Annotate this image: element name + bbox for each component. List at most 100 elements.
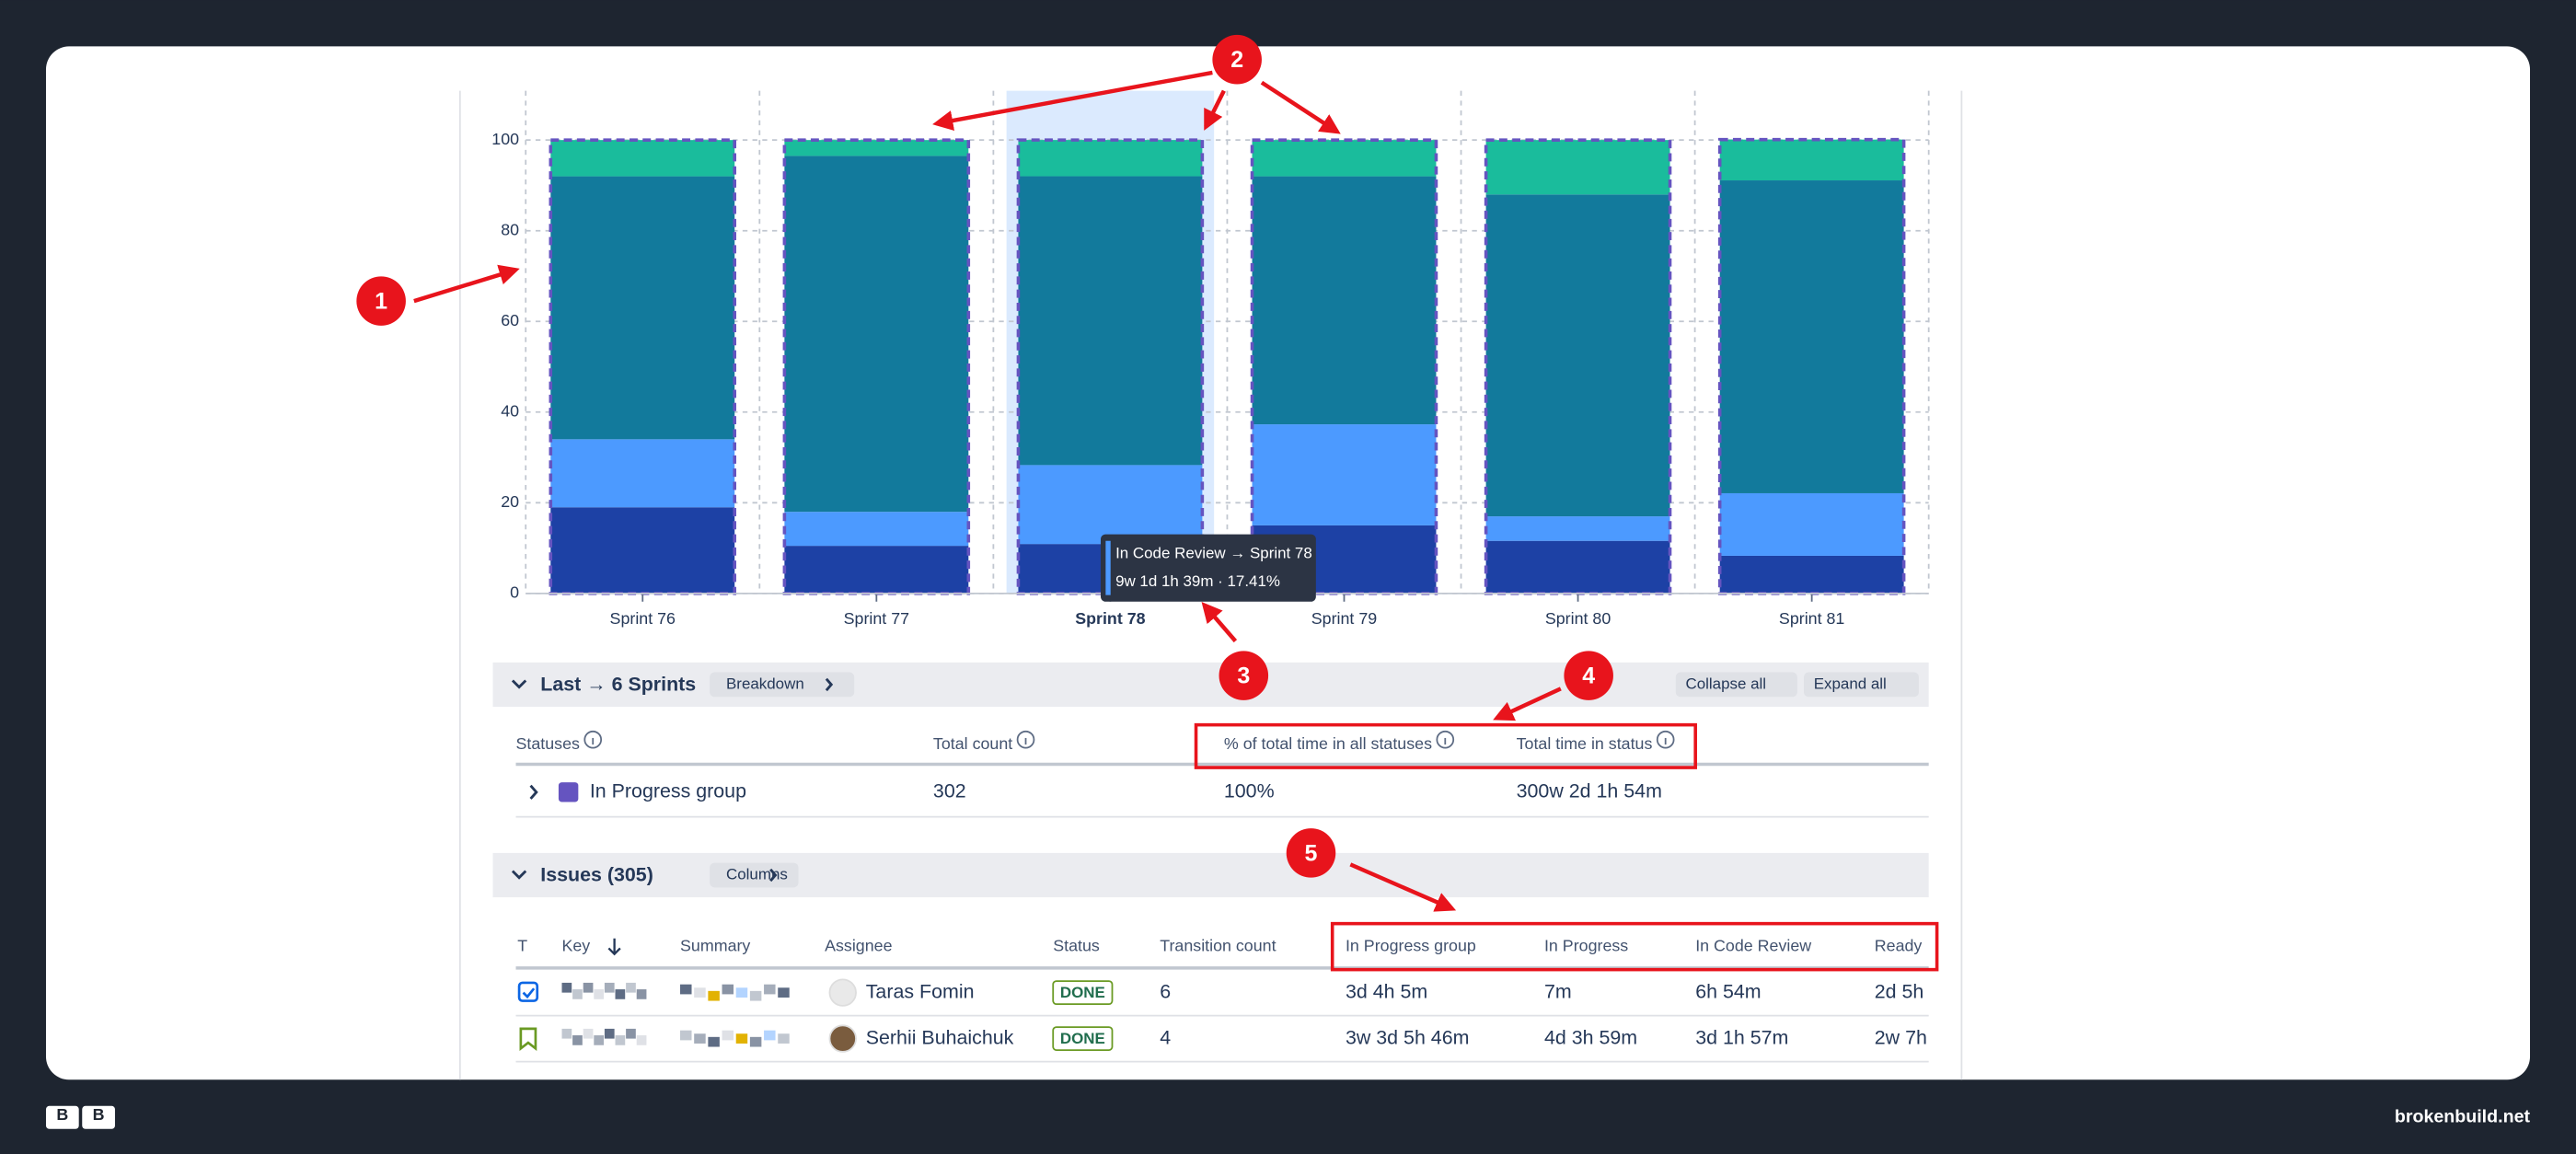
bar-segment (1485, 540, 1670, 594)
y-tick-label: 0 (510, 583, 519, 602)
blurred-key (583, 982, 594, 993)
annotation-marker (1564, 651, 1613, 700)
x-tick-label: Sprint 79 (1311, 609, 1377, 628)
annotation-marker (1286, 828, 1336, 878)
avatar (828, 978, 857, 1007)
bar-segment (784, 512, 969, 547)
button[interactable] (1804, 672, 1919, 698)
tooltip-value: 9w 1d 1h 39m · 17.41% (1115, 572, 1280, 590)
status-label: DONE (1060, 1030, 1105, 1047)
arrow (932, 70, 1213, 132)
blurred-summary (764, 984, 776, 995)
cell: 302 (933, 780, 966, 802)
button-label: Breakdown (726, 675, 804, 692)
annotation-marker (1212, 34, 1262, 85)
tooltip (1101, 534, 1316, 602)
blurred-key (636, 1035, 647, 1045)
logo-box (45, 1105, 79, 1129)
assignee: Serhii Buhaichuk (866, 1026, 1014, 1048)
column-header: Total time in status (1517, 734, 1653, 753)
cell: 2d 5h (1875, 980, 1924, 1002)
type-icon (519, 1027, 537, 1052)
logo-letter: B (93, 1105, 105, 1124)
blurred-summary (749, 1036, 762, 1047)
type-icon (522, 987, 536, 999)
bar-segment (1485, 140, 1670, 195)
info-icon (1656, 730, 1675, 749)
bar-segment (1018, 465, 1203, 545)
tables: Last → 6 Sprints Breakdown Collapse all Exp… (492, 662, 1929, 1063)
blurred-summary (722, 984, 734, 995)
assignee: Taras Fomin (866, 980, 975, 1002)
column-header: Summary (680, 936, 750, 954)
section-header (492, 852, 1929, 898)
blurred-key (583, 1028, 594, 1039)
chevron[interactable] (511, 870, 527, 880)
blurred-key (594, 1035, 605, 1045)
cell: 3w 3d 5h 46m (1346, 1026, 1469, 1048)
status-lozenge (1052, 1026, 1114, 1051)
bar-segment (1018, 140, 1203, 177)
button[interactable] (710, 672, 855, 698)
cell: 6h 54m (1695, 980, 1761, 1002)
bar-segment (550, 140, 735, 177)
button[interactable] (1675, 672, 1797, 698)
blurred-key (572, 989, 583, 999)
x-tick-label: Sprint 80 (1545, 609, 1611, 628)
button[interactable] (710, 862, 799, 888)
info-icon (1436, 730, 1455, 749)
expand-chevron[interactable] (529, 784, 538, 800)
blurred-summary (778, 987, 790, 998)
x-tick-label: Sprint 78 (1075, 609, 1145, 628)
site-name: brokenbuild.net (2395, 1106, 2531, 1126)
column-header: Ready (1875, 936, 1923, 954)
annotation-number: 3 (1237, 663, 1250, 688)
bar-segment (550, 439, 735, 508)
blurred-key (615, 1035, 626, 1045)
button-label: Collapse all (1685, 675, 1766, 692)
annotation-marker (356, 276, 406, 326)
blurred-key (626, 1028, 636, 1039)
issues-table: T Key Summary Assignee Status Transition coun… (515, 936, 1929, 1063)
cell: 2w 7h (1875, 1026, 1927, 1048)
highlight-box (1194, 722, 1697, 769)
cell: 300w 2d 1h 54m (1517, 780, 1662, 802)
column-header: Assignee (825, 936, 892, 954)
blurred-summary (778, 1033, 790, 1044)
section-title: Last → 6 Sprints (540, 673, 696, 695)
annotation-number: 1 (375, 288, 387, 314)
bar-segment (784, 140, 969, 156)
column-header: Total count (933, 734, 1012, 753)
bar-segment (1719, 180, 1904, 493)
arrow (1201, 601, 1238, 643)
blurred-summary (764, 1030, 776, 1041)
blurred-summary (722, 1030, 734, 1041)
y-tick-label: 100 (491, 130, 519, 148)
tooltip-swatch (1105, 540, 1111, 595)
annotation-number: 2 (1230, 47, 1243, 73)
bar-segment (1719, 492, 1904, 556)
cell: In Progress group (590, 780, 746, 802)
annotation-number: 4 (1582, 663, 1595, 688)
cell: 4 (1160, 1026, 1171, 1048)
bar-segment (1719, 555, 1904, 594)
column-header: Statuses (516, 734, 581, 753)
chevron (825, 677, 834, 692)
chevron (769, 868, 778, 883)
sort-arrow[interactable] (607, 938, 621, 956)
bar-segment (1018, 176, 1203, 466)
blurred-key (561, 982, 572, 993)
blurred-key (604, 982, 615, 993)
annotation-marker (1219, 651, 1269, 700)
chevron[interactable] (511, 679, 527, 689)
x-tick-label: Sprint 77 (844, 609, 909, 628)
annotations: 1 2 3 4 5 (356, 34, 1939, 972)
arrow (1349, 862, 1457, 912)
highlight-box (1330, 921, 1939, 972)
info-icon (1016, 730, 1035, 749)
info-icon (583, 730, 603, 749)
column-header: Transition count (1160, 936, 1276, 954)
tooltip-title: In Code Review → Sprint 78 (1115, 544, 1312, 561)
blurred-key (615, 989, 626, 999)
bar-segment (550, 507, 735, 594)
